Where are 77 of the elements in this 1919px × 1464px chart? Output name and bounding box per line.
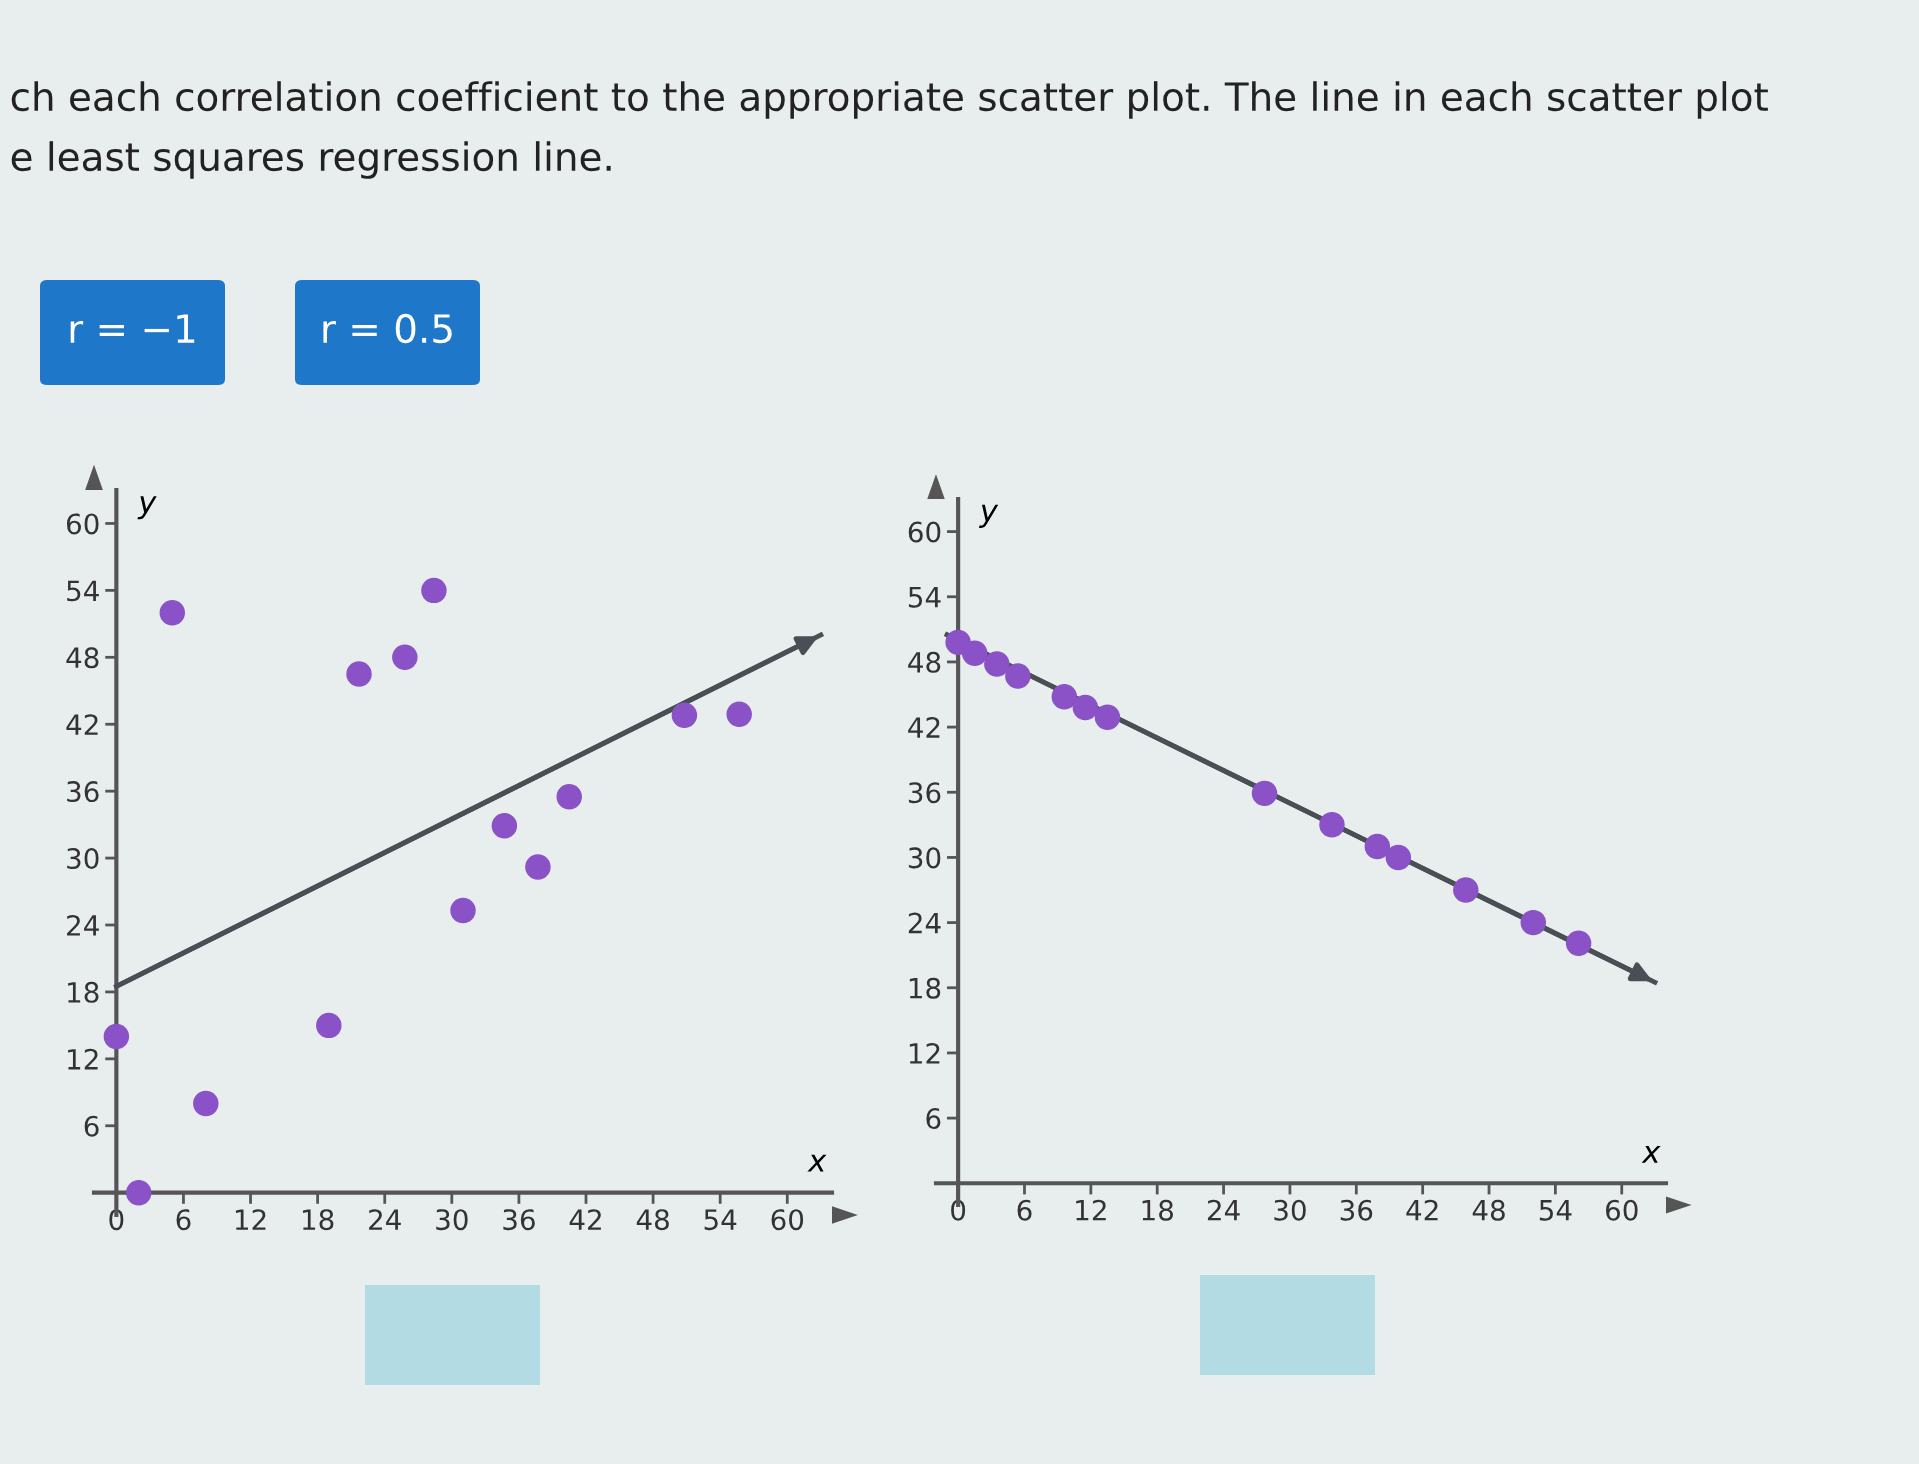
x-tick-label: 48: [636, 1209, 669, 1231]
y-tick-label: 12: [909, 1042, 940, 1064]
point: [491, 813, 518, 839]
point: [392, 644, 418, 671]
x-tick-label: 6: [1017, 1199, 1032, 1221]
y-tick-label: 18: [909, 977, 941, 999]
y-tick-label: 42: [66, 714, 98, 735]
point: [159, 599, 185, 626]
x-tick-label: 0: [951, 1199, 966, 1221]
x-tick-label: 24: [1207, 1199, 1240, 1221]
x-tick-label: 60: [1606, 1199, 1638, 1221]
y-tick-label: 36: [908, 782, 941, 804]
x-tick-label: 30: [1274, 1199, 1306, 1221]
x-tick-label: 24: [369, 1209, 401, 1230]
y-tick-label: 42: [908, 717, 940, 738]
x-tick-label: 42: [569, 1209, 601, 1230]
point: [1094, 704, 1121, 731]
y-tick-label: 6: [926, 1108, 941, 1130]
y-tick-label: 48: [908, 651, 941, 673]
x-tick-label: 60: [771, 1209, 804, 1231]
text: r = −1: [70, 314, 195, 343]
point: [1005, 663, 1031, 689]
y-tick-label: 48: [66, 647, 99, 669]
point: [103, 1023, 130, 1050]
y-tick-label: 18: [68, 981, 99, 1003]
y-tick-label: 60: [66, 513, 99, 535]
point: [984, 651, 1010, 677]
y-tick-label: 24: [908, 912, 941, 934]
point: [1565, 930, 1592, 956]
y-tick-label: 12: [68, 1048, 98, 1070]
y-tick-label: 60: [908, 521, 941, 543]
x-tick-label: 18: [1142, 1199, 1173, 1221]
x-tick-label: 12: [1076, 1199, 1106, 1221]
point: [961, 640, 988, 666]
x-tick-label: 36: [1340, 1199, 1373, 1221]
point: [193, 1090, 219, 1117]
point: [316, 1012, 342, 1039]
point: [1364, 833, 1391, 860]
y-tick-label: 54: [67, 580, 99, 602]
text: ch each correlation coefficient to the appropriate scatter plot. The line in each scatter plot: [11, 81, 1768, 119]
point: [1453, 877, 1479, 903]
point: [1051, 683, 1078, 710]
y-tick-label: 24: [67, 914, 99, 936]
x-axis-title: x: [807, 1154, 827, 1172]
y-tick-label: 36: [67, 781, 99, 803]
point: [450, 897, 476, 924]
y-tick-label: 54: [908, 587, 941, 608]
y-tick-label: 6: [84, 1115, 99, 1137]
x-tick-label: 36: [503, 1209, 535, 1231]
point: [671, 702, 698, 729]
y-axis-title: y: [979, 504, 999, 528]
text: e least squares regression line.: [11, 141, 611, 179]
point: [726, 701, 752, 727]
point: [421, 577, 447, 604]
point: [346, 661, 372, 687]
y-tick-label: 30: [67, 848, 99, 870]
x-tick-label: 18: [303, 1209, 334, 1231]
point: [126, 1179, 152, 1206]
x-tick-label: 48: [1472, 1199, 1505, 1221]
x-tick-label: 54: [704, 1209, 737, 1231]
x-tick-label: 12: [235, 1209, 266, 1230]
point: [1072, 694, 1099, 721]
y-axis-title: y: [137, 496, 157, 520]
x-tick-label: 30: [436, 1209, 468, 1231]
point: [556, 784, 582, 810]
x-tick-label: 54: [1539, 1200, 1572, 1221]
point: [1385, 844, 1412, 871]
x-tick-label: 6: [176, 1209, 191, 1231]
point: [1520, 909, 1547, 936]
point: [525, 854, 551, 880]
point: [1319, 812, 1345, 838]
y-tick-label: 30: [908, 847, 941, 869]
x-axis-title: x: [1641, 1145, 1661, 1163]
x-tick-label: 0: [109, 1209, 124, 1231]
x-tick-label: 42: [1406, 1199, 1438, 1221]
text: r = 0.5: [323, 313, 452, 344]
point: [1251, 780, 1278, 807]
